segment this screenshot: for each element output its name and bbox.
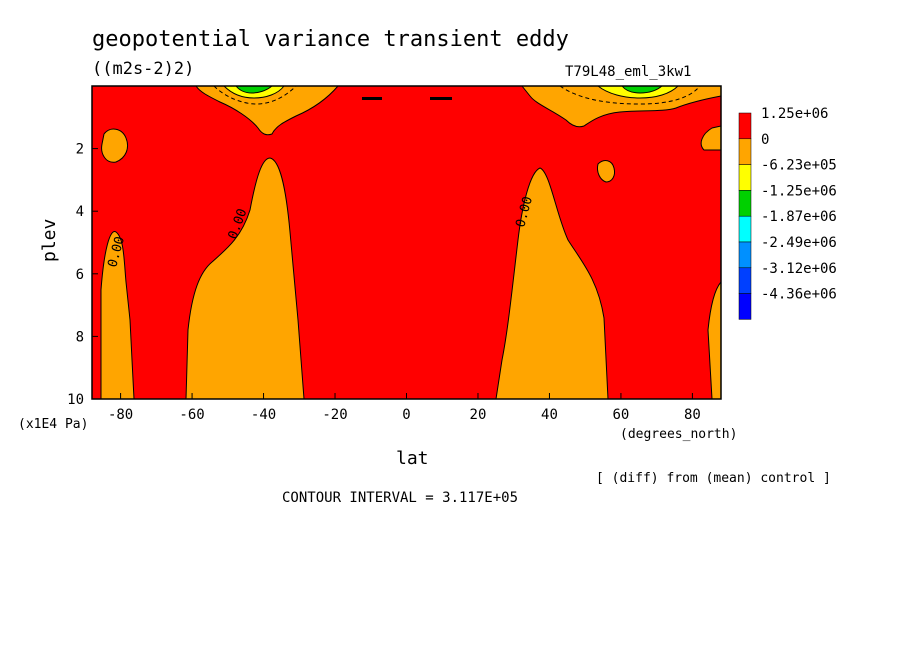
y-tick-label: 2 (76, 142, 84, 158)
core-south-dashes (213, 85, 297, 105)
x-tick-label: 60 (613, 407, 630, 423)
legend: 1.25e+06 0 -6.23e+05 -1.25e+06 -1.87e+06 -2.4… (738, 106, 837, 320)
y-axis-units: (x1E4 Pa) (18, 417, 88, 432)
x-axis-units: (degrees_north) (620, 427, 737, 442)
y-tick-label: 4 (76, 204, 84, 220)
legend-swatch (738, 267, 752, 294)
legend-swatch (738, 215, 752, 243)
x-tick-label: 40 (541, 407, 558, 423)
chart-title: geopotential variance transient eddy (92, 27, 569, 52)
x-tick-label: 0 (402, 407, 410, 423)
legend-label: -4.36e+06 (761, 287, 837, 303)
legend-swatch (738, 112, 752, 140)
legend-label: -1.25e+06 (761, 183, 837, 199)
x-tick-label: -40 (251, 407, 276, 423)
positive-field (92, 86, 721, 399)
y-tick-label: 10 (67, 392, 84, 408)
negative-blob-right-edge (700, 125, 722, 151)
negative-region-top-north (520, 85, 722, 128)
x-tick-label: -20 (322, 407, 347, 423)
units-label: ((m2s-2)2) (92, 59, 194, 79)
negative-region-far-south (100, 231, 135, 400)
legend-label: -3.12e+06 (761, 261, 837, 277)
x-tick-label: -80 (108, 407, 133, 423)
legend-label: 1.25e+06 (761, 106, 828, 122)
x-tick-label: -60 (179, 407, 204, 423)
core-north-dashes (559, 85, 701, 105)
legend-swatch (738, 190, 752, 217)
y-tick-label: 8 (76, 329, 84, 345)
y-axis: 2 4 6 8 10 (67, 142, 98, 408)
x-tick-label: 20 (470, 407, 487, 423)
x-axis: -80 -60 -40 -20 0 20 40 60 80 (108, 393, 701, 423)
y-axis-label: plev (39, 219, 60, 262)
x-axis-label: lat (396, 448, 429, 469)
core-south-green (234, 85, 274, 94)
legend-swatch (738, 138, 752, 165)
negative-region-north (495, 167, 609, 400)
legend-swatch (738, 241, 752, 269)
footnote: [ (diff) from (mean) control ] (596, 471, 831, 486)
core-north-green (620, 85, 664, 94)
legend-label: -2.49e+06 (761, 235, 837, 251)
top-mark-left (362, 97, 382, 100)
negative-blob-right-small (597, 160, 615, 183)
plot-area: 0.00 0.00 0.00 (91, 85, 722, 400)
x-tick-label: 80 (684, 407, 701, 423)
run-label: T79L48_eml_3kw1 (565, 64, 691, 80)
legend-label: 0 (761, 132, 769, 148)
legend-label: -6.23e+05 (761, 158, 837, 174)
negative-blob-left (101, 128, 129, 163)
y-tick-label: 6 (76, 267, 84, 283)
legend-swatch (738, 293, 752, 320)
legend-label: -1.87e+06 (761, 209, 837, 225)
contour-interval: CONTOUR INTERVAL = 3.117E+05 (282, 490, 518, 506)
top-mark-right (430, 97, 452, 100)
legend-swatch (738, 164, 752, 191)
negative-region-south (185, 157, 305, 400)
